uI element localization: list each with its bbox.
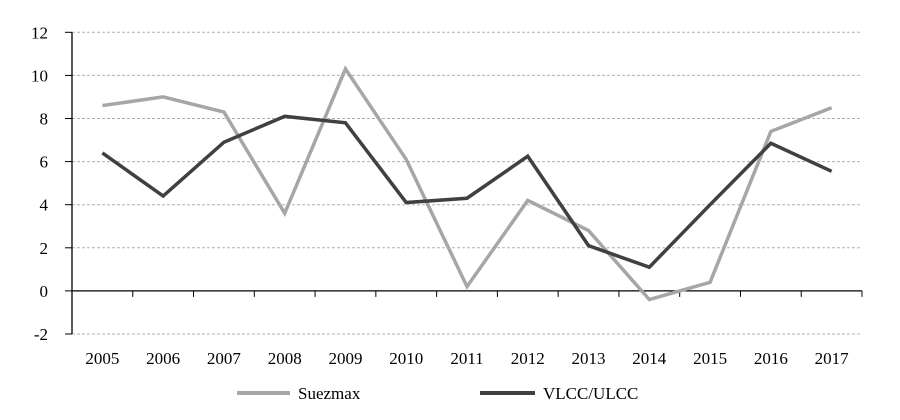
y-tick-label: 12 [31, 23, 48, 42]
y-tick-label: 4 [40, 196, 49, 215]
x-tick-label: 2005 [85, 349, 119, 368]
y-tick-label: -2 [34, 325, 48, 344]
x-tick-label: 2006 [146, 349, 180, 368]
series-line-vlcc-ulcc [101, 114, 833, 270]
series-lines [101, 65, 833, 302]
y-tick-label: 10 [31, 66, 48, 85]
series-line-suezmax [102, 65, 833, 302]
legend: Suezmax VLCC/ULCC [237, 384, 638, 403]
x-tick-label: 2007 [207, 349, 242, 368]
x-tick-label: 2015 [693, 349, 727, 368]
x-tick-label: 2017 [815, 349, 850, 368]
legend-label-vlcc-ulcc: VLCC/ULCC [543, 384, 638, 403]
x-tick-label: 2009 [328, 349, 362, 368]
y-tick-label: 6 [40, 153, 49, 172]
x-tick-label: 2011 [450, 349, 483, 368]
y-tick-label: 0 [40, 282, 49, 301]
axes [71, 32, 862, 334]
x-axis-ticks: 2005 2006 2007 2008 2009 2010 2011 2012 2013 2014… [71, 290, 863, 368]
y-tick-label: 8 [40, 110, 49, 129]
x-tick-label: 2008 [268, 349, 302, 368]
x-tick-label: 2016 [754, 349, 788, 368]
y-axis-ticks: 12 10 8 6 4 2 0 -2 [31, 23, 72, 344]
x-tick-label: 2010 [389, 349, 423, 368]
x-tick-label: 2013 [572, 349, 606, 368]
x-tick-label: 2012 [511, 349, 545, 368]
legend-label-suezmax: Suezmax [298, 384, 361, 403]
x-tick-label: 2014 [632, 349, 667, 368]
y-tick-label: 2 [40, 239, 49, 258]
